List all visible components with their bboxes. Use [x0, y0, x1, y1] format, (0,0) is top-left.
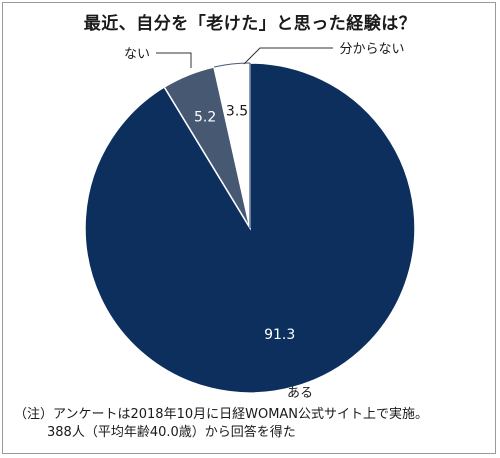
value-label-wakaranai: 3.5 [226, 104, 248, 120]
note-line-2: 388人（平均年齢40.0歳）から回答を得た [47, 425, 296, 440]
chart-title: 最近、自分を「老けた」と思った経験は？ [83, 14, 417, 34]
slice-label-nai: ない [124, 47, 150, 62]
slice-label-wakaranai: 分からない [339, 42, 404, 57]
note-line-1: （注）アンケートは2018年10月に日経WOMAN公式サイト上で実施。 [14, 407, 429, 422]
slice-edge-arc [213, 62, 251, 68]
value-label-nai: 5.2 [194, 110, 216, 126]
leader-line-nai [156, 52, 192, 68]
slice-label-aru: ある [287, 386, 313, 401]
leader-line-wakaranai [243, 47, 333, 65]
value-label-aru: 91.3 [264, 327, 295, 343]
survey-note: （注）アンケートは2018年10月に日経WOMAN公式サイト上で実施。 388人… [14, 406, 428, 442]
